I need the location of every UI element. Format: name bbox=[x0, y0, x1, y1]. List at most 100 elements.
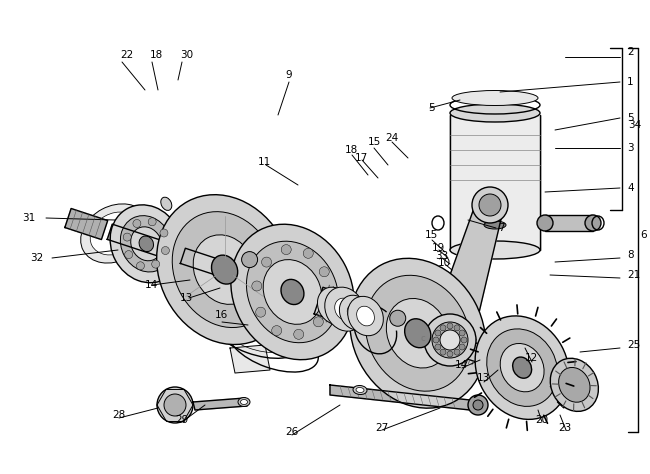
Text: 15: 15 bbox=[368, 137, 382, 147]
Ellipse shape bbox=[450, 104, 540, 122]
Circle shape bbox=[432, 322, 468, 358]
Circle shape bbox=[313, 317, 323, 327]
Text: 3: 3 bbox=[627, 143, 634, 153]
Ellipse shape bbox=[120, 216, 172, 272]
Circle shape bbox=[433, 337, 439, 343]
Ellipse shape bbox=[263, 260, 322, 324]
Circle shape bbox=[424, 314, 476, 366]
Ellipse shape bbox=[386, 299, 449, 368]
Text: 27: 27 bbox=[375, 423, 388, 433]
Text: 13: 13 bbox=[180, 293, 193, 303]
Text: 24: 24 bbox=[385, 133, 398, 143]
Circle shape bbox=[123, 233, 131, 241]
Circle shape bbox=[294, 329, 304, 339]
Polygon shape bbox=[180, 248, 264, 289]
Circle shape bbox=[323, 293, 333, 303]
Circle shape bbox=[151, 260, 160, 268]
Ellipse shape bbox=[231, 224, 354, 360]
Ellipse shape bbox=[365, 275, 470, 391]
Ellipse shape bbox=[317, 287, 351, 324]
Text: 16: 16 bbox=[215, 310, 228, 320]
Circle shape bbox=[157, 387, 193, 423]
Polygon shape bbox=[65, 209, 108, 239]
Ellipse shape bbox=[356, 387, 364, 392]
Circle shape bbox=[454, 349, 460, 355]
Ellipse shape bbox=[211, 255, 238, 284]
Text: 6: 6 bbox=[640, 230, 647, 240]
Text: 34: 34 bbox=[628, 120, 642, 130]
Circle shape bbox=[435, 344, 441, 350]
Circle shape bbox=[459, 330, 465, 336]
Circle shape bbox=[242, 252, 257, 268]
Polygon shape bbox=[447, 335, 488, 364]
Text: 9: 9 bbox=[285, 70, 292, 80]
Ellipse shape bbox=[585, 215, 601, 231]
Circle shape bbox=[459, 344, 465, 350]
Circle shape bbox=[472, 187, 508, 223]
Polygon shape bbox=[193, 398, 247, 410]
Circle shape bbox=[440, 330, 460, 350]
Text: 21: 21 bbox=[627, 270, 640, 280]
Circle shape bbox=[479, 194, 501, 216]
Text: 33: 33 bbox=[435, 251, 448, 261]
Circle shape bbox=[164, 394, 186, 416]
Bar bbox=[545, 215, 593, 231]
Circle shape bbox=[461, 337, 467, 343]
Circle shape bbox=[272, 326, 281, 336]
Ellipse shape bbox=[81, 204, 150, 263]
Ellipse shape bbox=[326, 296, 343, 315]
Text: 26: 26 bbox=[285, 427, 298, 437]
Circle shape bbox=[440, 349, 446, 355]
Circle shape bbox=[435, 330, 441, 336]
Text: 19: 19 bbox=[432, 243, 445, 253]
Circle shape bbox=[136, 262, 144, 270]
Text: 10: 10 bbox=[438, 258, 451, 268]
Circle shape bbox=[261, 257, 272, 267]
Circle shape bbox=[133, 219, 141, 228]
Ellipse shape bbox=[172, 212, 277, 328]
Ellipse shape bbox=[348, 296, 383, 336]
Text: 1: 1 bbox=[627, 77, 634, 87]
Text: 2: 2 bbox=[627, 47, 634, 57]
Text: 11: 11 bbox=[258, 157, 271, 167]
Circle shape bbox=[440, 325, 446, 331]
Text: 7: 7 bbox=[498, 223, 504, 233]
Ellipse shape bbox=[281, 279, 304, 305]
Circle shape bbox=[148, 218, 156, 226]
Ellipse shape bbox=[157, 195, 292, 345]
Circle shape bbox=[281, 245, 291, 255]
Text: 32: 32 bbox=[30, 253, 44, 263]
Polygon shape bbox=[330, 385, 470, 410]
Text: 4: 4 bbox=[627, 183, 634, 193]
Text: 29: 29 bbox=[175, 415, 188, 425]
Text: 17: 17 bbox=[355, 153, 369, 163]
Circle shape bbox=[468, 395, 488, 415]
Text: 25: 25 bbox=[627, 340, 640, 350]
Ellipse shape bbox=[353, 385, 367, 394]
Polygon shape bbox=[314, 287, 385, 335]
Polygon shape bbox=[450, 115, 540, 250]
Ellipse shape bbox=[558, 367, 590, 402]
Ellipse shape bbox=[335, 298, 355, 320]
Ellipse shape bbox=[193, 235, 256, 304]
Ellipse shape bbox=[325, 287, 365, 331]
Ellipse shape bbox=[161, 197, 172, 210]
Polygon shape bbox=[551, 369, 593, 399]
Text: 18: 18 bbox=[150, 50, 163, 60]
Text: 31: 31 bbox=[22, 213, 35, 223]
Text: 18: 18 bbox=[345, 145, 358, 155]
Ellipse shape bbox=[484, 221, 506, 229]
Circle shape bbox=[319, 267, 330, 277]
Ellipse shape bbox=[139, 236, 153, 252]
Ellipse shape bbox=[475, 316, 569, 419]
Ellipse shape bbox=[238, 398, 250, 407]
Ellipse shape bbox=[350, 258, 486, 408]
Ellipse shape bbox=[513, 357, 532, 378]
Circle shape bbox=[255, 307, 266, 317]
Circle shape bbox=[125, 251, 133, 259]
Ellipse shape bbox=[131, 227, 162, 261]
Ellipse shape bbox=[347, 304, 363, 321]
Text: 12: 12 bbox=[525, 353, 538, 363]
Text: 13: 13 bbox=[477, 373, 490, 383]
Circle shape bbox=[304, 248, 313, 258]
